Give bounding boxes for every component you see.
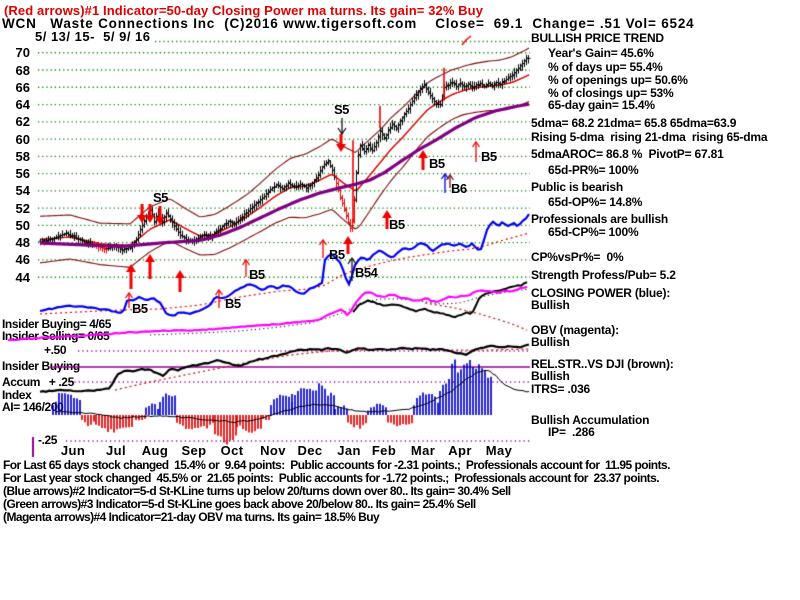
footer-line: For Last year stock changed 45.5% or 21.… <box>3 471 660 485</box>
footer-line: For Last 65 days stock changed 15.4% or … <box>3 458 670 472</box>
footer-line: (Magenta arrows)#4 Indicator=21-day OBV … <box>3 510 380 524</box>
footer-line: (Blue arrows)#2 Indicator=5-d St-KLine t… <box>3 484 511 498</box>
footer-line: (Green arrows)#3 Indicator=5-d St-KLine … <box>3 497 476 511</box>
